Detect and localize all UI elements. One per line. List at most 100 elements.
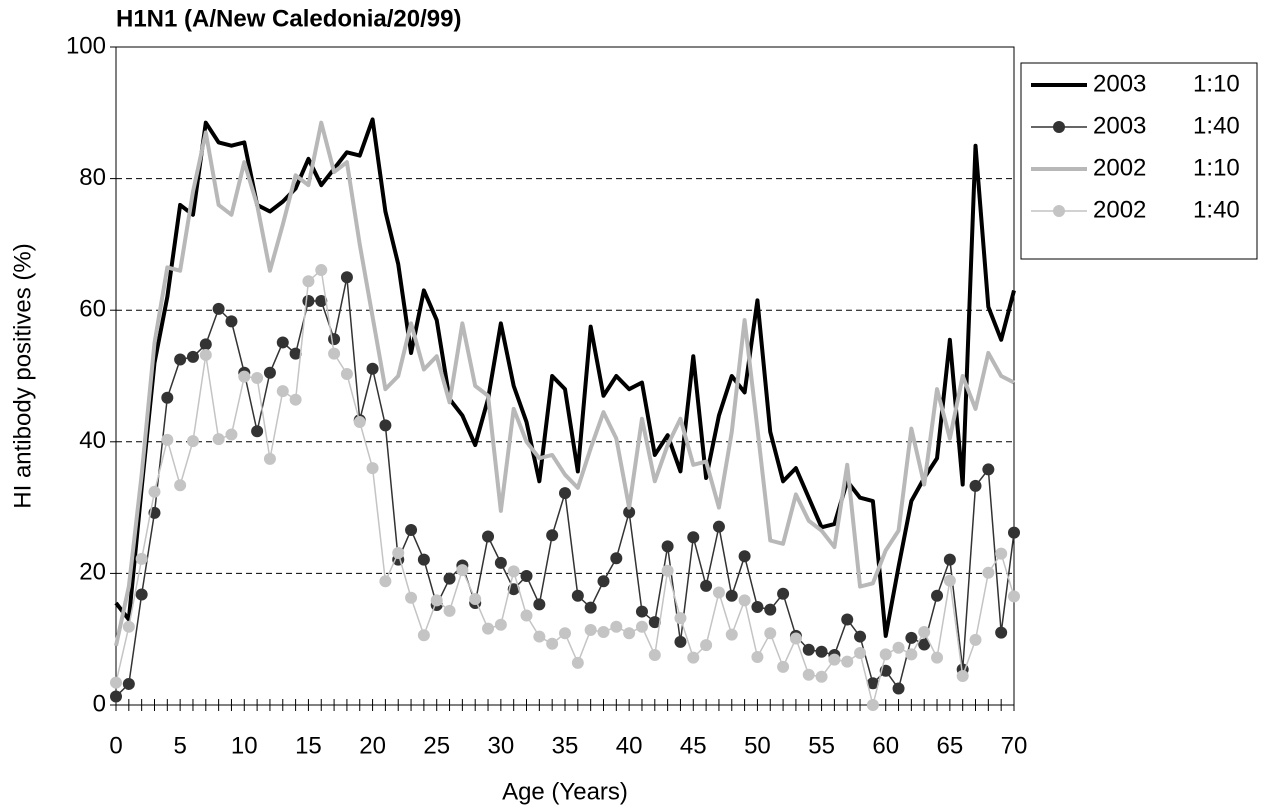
point xyxy=(764,627,777,640)
point xyxy=(687,651,700,664)
x-tick-label: 40 xyxy=(616,732,643,759)
x-tick-label: 20 xyxy=(359,732,386,759)
y-tick-label: 0 xyxy=(93,690,106,717)
point xyxy=(905,648,918,661)
point xyxy=(199,348,212,361)
point xyxy=(982,566,995,579)
point xyxy=(456,564,469,577)
x-tick-label: 50 xyxy=(744,732,771,759)
point xyxy=(802,643,815,656)
point xyxy=(212,433,225,446)
x-tick-label: 15 xyxy=(295,732,322,759)
point xyxy=(648,648,661,661)
point xyxy=(571,589,584,602)
point xyxy=(674,635,687,648)
point xyxy=(520,609,533,622)
point xyxy=(199,338,212,351)
x-tick-label: 0 xyxy=(109,732,122,759)
point xyxy=(700,579,713,592)
point xyxy=(366,362,379,375)
point xyxy=(430,594,443,607)
point xyxy=(328,347,341,360)
point xyxy=(597,625,610,638)
legend-label: 2003 1:40 xyxy=(1093,112,1240,139)
point xyxy=(328,333,341,346)
point xyxy=(366,462,379,475)
point xyxy=(520,570,533,583)
point xyxy=(417,629,430,642)
point xyxy=(340,271,353,284)
point xyxy=(725,628,738,641)
point xyxy=(251,425,264,438)
x-tick-label: 65 xyxy=(937,732,964,759)
point xyxy=(815,670,828,683)
x-tick-label: 45 xyxy=(680,732,707,759)
point xyxy=(340,368,353,381)
point xyxy=(995,626,1008,639)
x-tick-label: 55 xyxy=(808,732,835,759)
point xyxy=(764,603,777,616)
legend-label: 2003 1:10 xyxy=(1093,70,1240,97)
point xyxy=(623,627,636,640)
point xyxy=(841,655,854,668)
series-line xyxy=(114,117,1016,638)
point xyxy=(186,435,199,448)
point xyxy=(802,668,815,681)
y-tick-label: 40 xyxy=(79,427,106,454)
point xyxy=(148,485,161,498)
point xyxy=(1008,590,1020,603)
point xyxy=(854,630,867,643)
point xyxy=(879,648,892,661)
point xyxy=(995,547,1008,560)
point xyxy=(161,433,174,446)
point xyxy=(533,630,546,643)
point xyxy=(635,605,648,618)
point xyxy=(777,587,790,600)
series-line xyxy=(114,120,1015,647)
point xyxy=(135,588,148,601)
point xyxy=(174,479,187,492)
point xyxy=(289,393,302,406)
point xyxy=(417,553,430,566)
point xyxy=(263,366,276,379)
point xyxy=(238,370,251,383)
point xyxy=(443,604,456,617)
point xyxy=(931,589,944,602)
point xyxy=(725,589,738,602)
y-tick-label: 20 xyxy=(79,559,106,586)
point xyxy=(443,572,456,585)
point xyxy=(815,645,828,658)
point xyxy=(392,547,405,560)
point xyxy=(302,294,315,307)
point xyxy=(533,598,546,611)
point xyxy=(661,540,674,553)
point xyxy=(263,452,276,465)
plot-area xyxy=(115,46,1015,706)
point xyxy=(943,553,956,566)
x-tick-label: 60 xyxy=(872,732,899,759)
point xyxy=(110,690,122,703)
y-axis-label: HI antibody positives (%) xyxy=(9,243,36,508)
point xyxy=(110,676,122,689)
point xyxy=(405,523,418,536)
point xyxy=(494,618,507,631)
point xyxy=(1008,526,1020,539)
point xyxy=(892,682,905,695)
point xyxy=(712,586,725,599)
point xyxy=(789,632,802,645)
y-tick-label: 100 xyxy=(66,32,106,59)
legend-marker xyxy=(1053,121,1065,133)
point xyxy=(969,633,982,646)
point xyxy=(738,550,751,563)
point xyxy=(507,565,520,578)
x-axis-label: Age (Years) xyxy=(502,778,628,805)
point xyxy=(687,531,700,544)
point xyxy=(648,616,661,629)
point xyxy=(559,627,571,640)
point xyxy=(482,622,495,635)
point xyxy=(943,574,956,587)
point xyxy=(571,656,584,669)
point xyxy=(289,347,302,360)
point xyxy=(956,670,969,683)
